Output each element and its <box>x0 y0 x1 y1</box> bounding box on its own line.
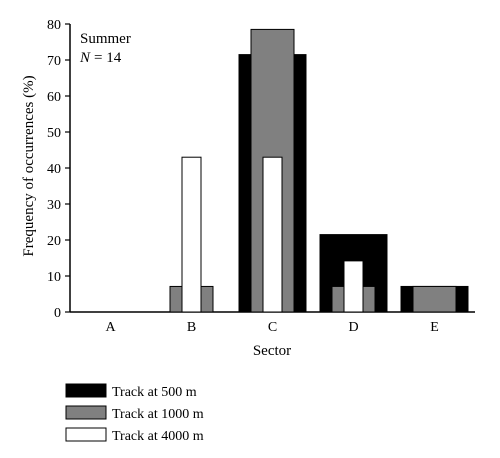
annotation-n-symbol: N <box>79 50 91 66</box>
y-tick-label: 70 <box>47 54 61 69</box>
legend-swatch <box>65 383 107 398</box>
legend-label: Track at 500 m <box>112 385 197 400</box>
y-tick-label: 20 <box>47 234 61 249</box>
x-tick-label: E <box>430 320 439 335</box>
legend-label: Track at 4000 m <box>112 429 204 444</box>
annotation-n-value: = 14 <box>94 50 122 66</box>
bar-track-at-4000-m-d <box>343 260 364 313</box>
y-tick-label: 40 <box>47 162 61 177</box>
y-tick-label: 30 <box>47 198 61 213</box>
y-tick-label: 60 <box>47 90 61 105</box>
y-tick-label: 80 <box>47 18 61 33</box>
x-tick-labels: A B C D E <box>105 320 438 335</box>
annotation-sample-size: N = 14 <box>79 50 122 66</box>
y-tick-label: 10 <box>47 270 61 285</box>
y-tick-label: 50 <box>47 126 61 141</box>
x-tick-label: B <box>187 320 196 335</box>
x-axis-label: Sector <box>253 343 291 359</box>
legend-swatch <box>65 405 107 420</box>
y-tick-label: 0 <box>54 306 61 321</box>
legend: Track at 500 m Track at 1000 m Track at 40… <box>65 383 204 444</box>
y-axis-label: Frequency of occurrences (%) <box>21 75 37 256</box>
y-ticks: 0 10 20 30 40 50 60 70 80 <box>47 18 70 321</box>
x-tick-label: D <box>348 320 358 335</box>
bar-track-at-1000-m-e <box>412 285 457 313</box>
x-tick-label: A <box>105 320 116 335</box>
bars <box>169 28 469 313</box>
legend-swatch <box>65 427 107 442</box>
annotation-season: Summer <box>80 31 131 47</box>
bar-track-at-4000-m-b <box>181 156 202 313</box>
x-tick-label: C <box>268 320 277 335</box>
bar-track-at-4000-m-c <box>262 156 283 313</box>
legend-label: Track at 1000 m <box>112 407 204 422</box>
